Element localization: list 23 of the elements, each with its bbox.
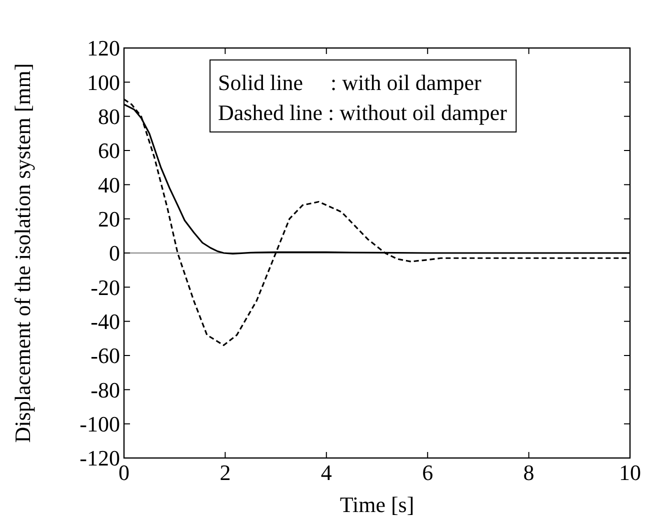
y-tick-label: 80 bbox=[98, 104, 120, 130]
x-tick-label: 6 bbox=[422, 460, 434, 485]
y-tick-label: -20 bbox=[90, 274, 120, 300]
y-tick-label: -120 bbox=[80, 446, 120, 471]
x-tick-label: 4 bbox=[320, 460, 332, 485]
y-tick-label: -60 bbox=[90, 343, 120, 368]
x-tick-label: 10 bbox=[619, 460, 641, 485]
x-axis-title: Time [s] bbox=[340, 492, 414, 517]
annotation: Dashed line : without oil damper bbox=[218, 100, 508, 125]
y-tick-label: 60 bbox=[98, 138, 120, 164]
y-tick-label: 100 bbox=[87, 70, 120, 95]
x-tick-label: 8 bbox=[523, 460, 534, 485]
text-box: Solid line : with oil damper Dashed line : without oil damper bbox=[210, 59, 517, 132]
y-tick-label: 40 bbox=[98, 172, 120, 198]
y-tick-label: -80 bbox=[90, 377, 120, 402]
x-tick-label: 2 bbox=[220, 460, 231, 485]
y-tick-label: 20 bbox=[98, 206, 120, 232]
y-tick-label: 0 bbox=[109, 240, 120, 266]
y-tick-label: -100 bbox=[80, 412, 120, 437]
y-tick-label: -40 bbox=[90, 309, 120, 334]
annotation: Solid line : with oil damper bbox=[218, 70, 482, 95]
y-axis-title: Displacement of the isolation system [mm] bbox=[10, 63, 35, 443]
y-tick-label: 120 bbox=[87, 36, 120, 61]
